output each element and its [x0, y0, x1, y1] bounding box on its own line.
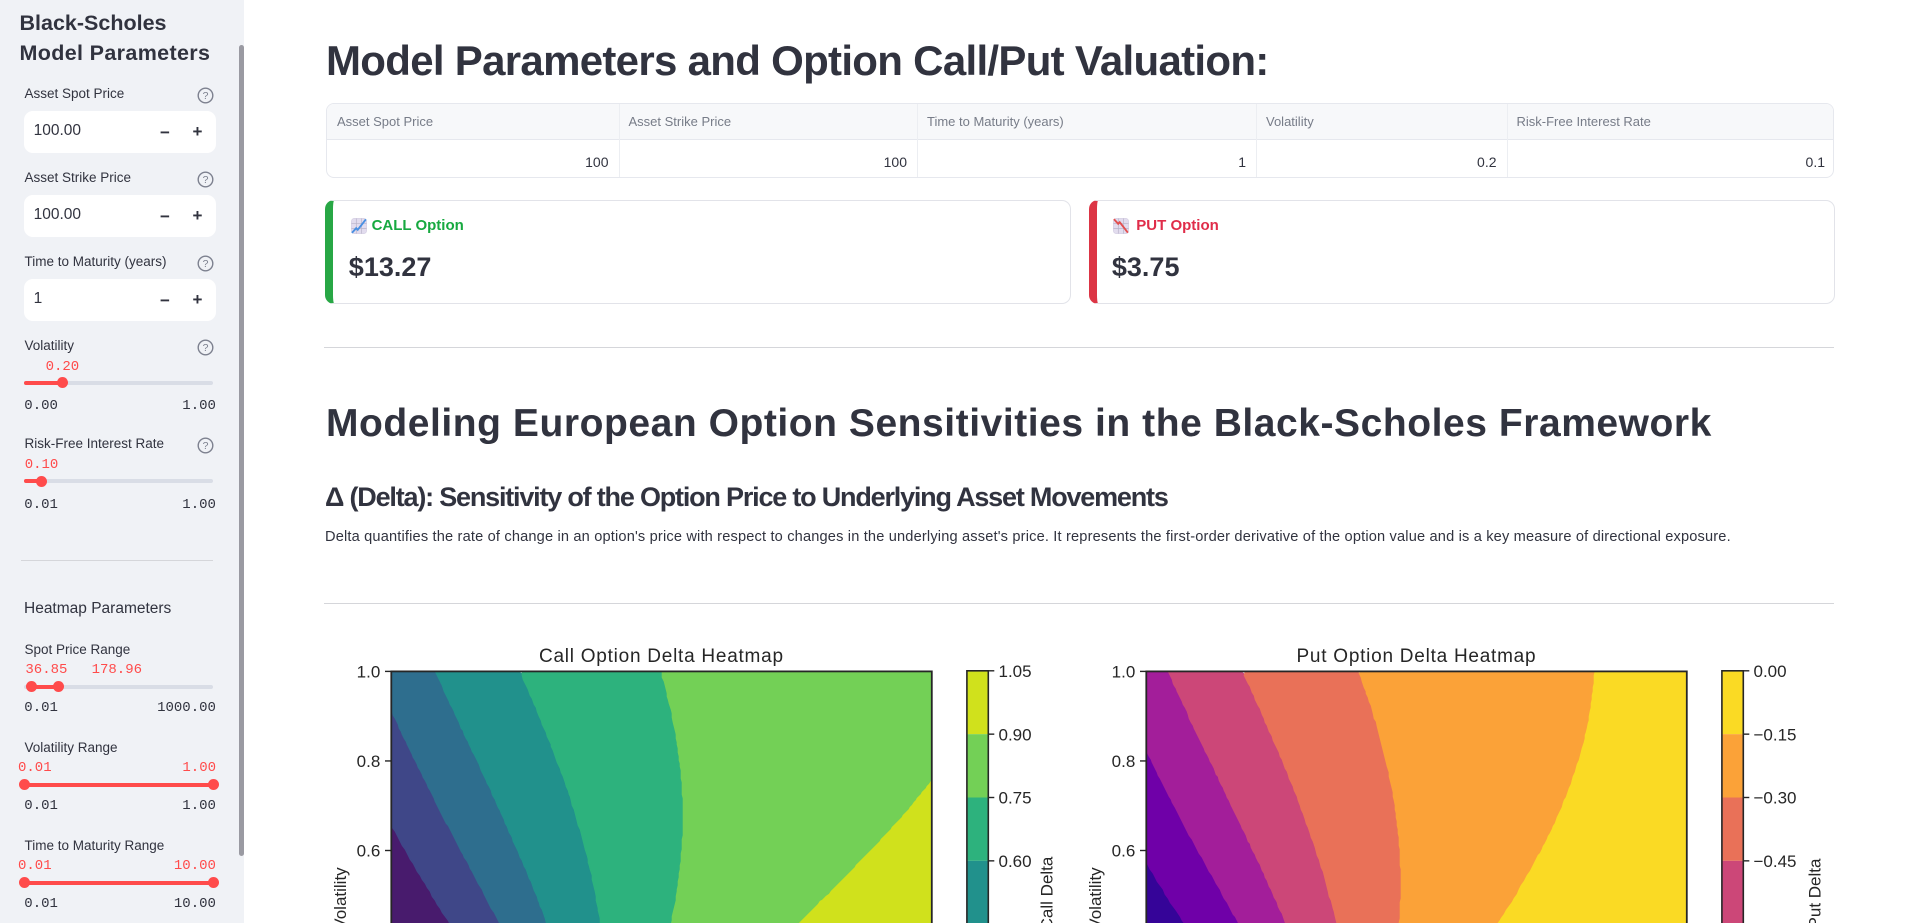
svg-text:Volatility: Volatility	[331, 867, 350, 923]
svg-text:Put Delta: Put Delta	[1806, 858, 1825, 923]
svg-text:0.75: 0.75	[999, 789, 1032, 808]
svg-text:−0.30: −0.30	[1754, 789, 1797, 808]
svg-text:?: ?	[202, 440, 208, 452]
svg-text:?: ?	[202, 342, 208, 354]
svg-text:−0.45: −0.45	[1754, 852, 1797, 871]
svg-text:Call Delta: Call Delta	[1038, 856, 1057, 923]
svg-text:1.05: 1.05	[999, 662, 1032, 681]
svg-text:?: ?	[202, 258, 208, 270]
svg-text:0.8: 0.8	[357, 752, 381, 771]
svg-text:0.60: 0.60	[999, 852, 1032, 871]
svg-text:0.6: 0.6	[357, 842, 381, 861]
svg-text:?: ?	[202, 90, 208, 102]
svg-text:Put Option Delta Heatmap: Put Option Delta Heatmap	[1297, 646, 1537, 667]
svg-text:Volatility: Volatility	[1086, 867, 1105, 923]
svg-text:Call Option Delta Heatmap: Call Option Delta Heatmap	[539, 646, 784, 667]
svg-text:0.00: 0.00	[1754, 662, 1787, 681]
svg-text:1.0: 1.0	[1112, 663, 1136, 682]
svg-text:0.8: 0.8	[1112, 752, 1136, 771]
svg-text:0.6: 0.6	[1112, 842, 1136, 861]
svg-text:?: ?	[202, 174, 208, 186]
svg-text:−0.15: −0.15	[1754, 725, 1797, 744]
svg-text:1.0: 1.0	[357, 663, 381, 682]
svg-text:0.90: 0.90	[999, 725, 1032, 744]
